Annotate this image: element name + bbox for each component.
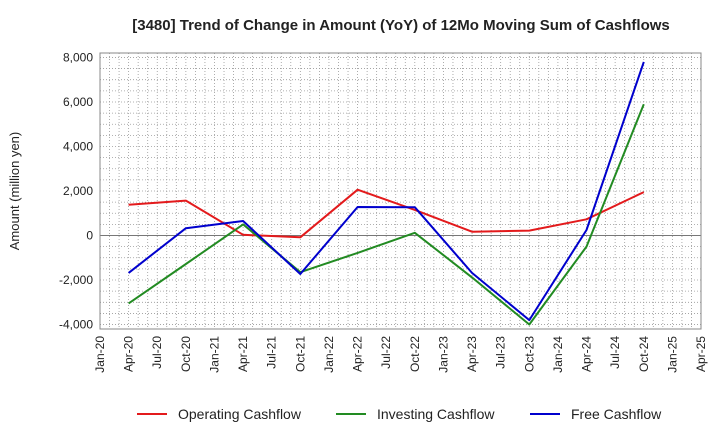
operating-cashflow-line bbox=[128, 188, 645, 239]
chart-title: [3480] Trend of Change in Amount (YoY) o… bbox=[132, 17, 670, 34]
x-tick-label: Jan-23 bbox=[436, 336, 450, 373]
x-tick-labels: Jan-20 Apr-20 Jul-20 Oct-20 Jan-21 Apr-21 Jul-… bbox=[93, 336, 708, 373]
legend-label-operating-cashflow: Operating Cashflow bbox=[178, 406, 302, 422]
x-tick-label: Oct-21 bbox=[293, 336, 307, 372]
series-layer bbox=[127, 61, 645, 326]
x-tick-label: Jul-23 bbox=[494, 336, 508, 369]
y-tick-label: -4,000 bbox=[59, 318, 93, 332]
x-tick-label: Jul-21 bbox=[265, 336, 279, 369]
y-tick-label: 8,000 bbox=[63, 50, 93, 64]
plot-frame bbox=[99, 52, 702, 330]
x-tick-label: Jul-24 bbox=[608, 336, 622, 369]
x-tick-label: Jan-24 bbox=[551, 336, 565, 373]
y-tick-label: 6,000 bbox=[63, 95, 93, 109]
y-tick-label: 0 bbox=[86, 229, 93, 243]
grid bbox=[99, 53, 702, 329]
investing-cashflow-line bbox=[128, 103, 645, 326]
x-tick-label: Apr-22 bbox=[351, 336, 365, 372]
x-tick-label: Apr-20 bbox=[122, 336, 136, 372]
x-tick-label: Jan-21 bbox=[207, 336, 221, 373]
y-tick-label: -2,000 bbox=[59, 273, 93, 287]
x-tick-label: Apr-25 bbox=[694, 336, 708, 372]
x-tick-label: Jan-22 bbox=[322, 336, 336, 373]
x-tick-label: Apr-21 bbox=[236, 336, 250, 372]
x-tick-label: Oct-22 bbox=[408, 336, 422, 372]
y-axis-label: Amount (million yen) bbox=[7, 132, 22, 251]
y-tick-label: 4,000 bbox=[63, 139, 93, 153]
y-tick-label: 2,000 bbox=[63, 184, 93, 198]
x-tick-label: Oct-23 bbox=[522, 336, 536, 372]
free-cashflow-line bbox=[127, 61, 645, 322]
x-tick-label: Jan-25 bbox=[665, 336, 679, 373]
x-tick-label: Oct-20 bbox=[179, 336, 193, 372]
x-tick-label: Jan-20 bbox=[93, 336, 107, 373]
x-tick-label: Oct-24 bbox=[637, 336, 651, 372]
x-tick-label: Apr-23 bbox=[465, 336, 479, 372]
legend-label-investing-cashflow: Investing Cashflow bbox=[377, 406, 495, 422]
x-tick-label: Jul-20 bbox=[150, 336, 164, 369]
legend: Operating Cashflow Investing Cashflow Free… bbox=[137, 406, 662, 422]
x-tick-label: Apr-24 bbox=[580, 336, 594, 372]
y-tick-labels: -4,000 -2,000 0 2,000 4,000 6,000 8,000 bbox=[59, 50, 93, 331]
x-tick-label: Jul-22 bbox=[379, 336, 393, 369]
legend-label-free-cashflow: Free Cashflow bbox=[571, 406, 662, 422]
